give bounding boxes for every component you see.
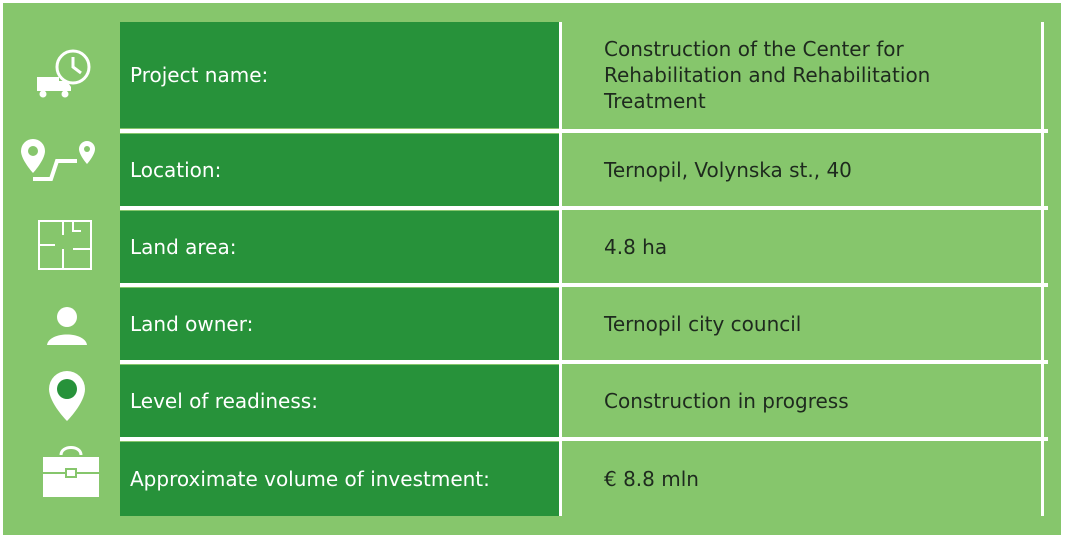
column-separator [559, 22, 562, 516]
briefcase-icon [43, 446, 99, 497]
row-value: Construction in progress [604, 389, 849, 413]
row-label: Land owner: [120, 288, 560, 360]
route-icon [21, 139, 95, 181]
row-label: Project name: [120, 22, 560, 128]
row-value: 4.8 ha [604, 235, 668, 259]
row-label: Location: [120, 134, 560, 206]
row-separator [120, 206, 1048, 210]
row-label: Approximate volume of investment: [120, 442, 560, 516]
row-separator [120, 437, 1048, 441]
floorplan-icon [38, 220, 92, 270]
column-separator [1041, 22, 1044, 516]
row-value: € 8.8 mln [604, 467, 699, 491]
pin-icon [49, 371, 85, 421]
delivery-icon [37, 49, 91, 98]
row-separator [120, 129, 1048, 133]
row-value: Ternopil city council [604, 312, 802, 336]
row-separator [120, 283, 1048, 287]
panel: Project name: Construction of the Center… [3, 3, 1061, 535]
row-label: Land area: [120, 211, 560, 283]
row-value: Ternopil, Volynska st., 40 [604, 158, 852, 182]
row-separator [120, 360, 1048, 364]
row-label: Level of readiness: [120, 365, 560, 437]
owner-icon [47, 307, 87, 345]
row-value: Construction of the Center for Rehabilit… [604, 37, 931, 113]
